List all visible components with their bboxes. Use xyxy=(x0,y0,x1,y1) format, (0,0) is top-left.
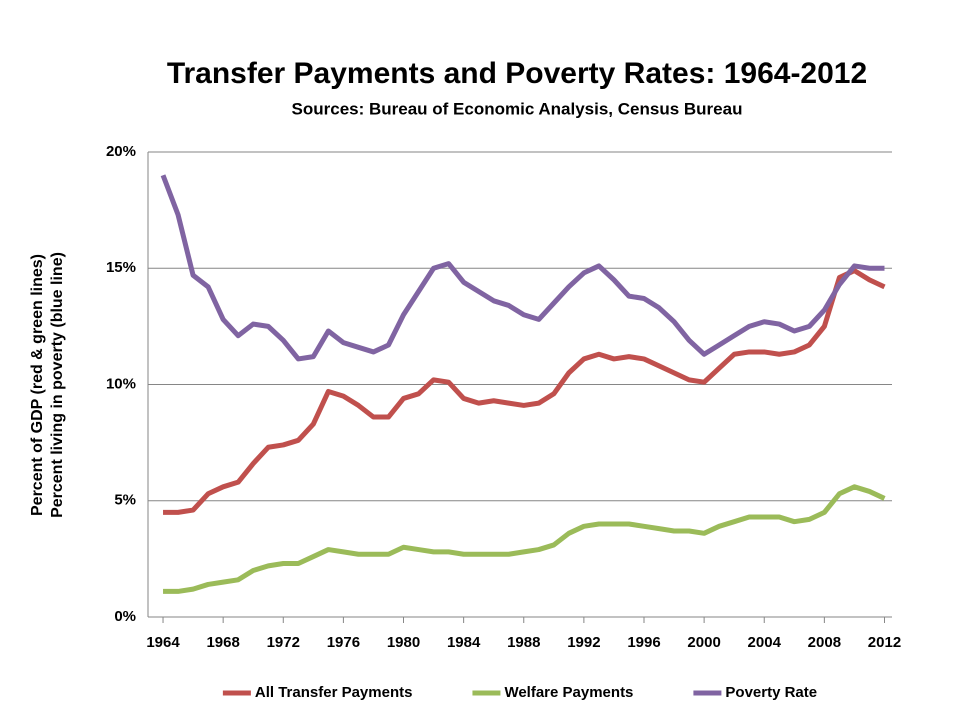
x-tick-label: 1980 xyxy=(387,634,420,651)
series-line xyxy=(163,268,886,515)
series-line xyxy=(163,484,886,594)
x-tick-label: 2004 xyxy=(748,634,782,651)
y-tick-label: 0% xyxy=(114,608,136,625)
x-tick-label: 2000 xyxy=(687,634,720,651)
x-tick-label: 2012 xyxy=(868,634,901,651)
y-axis-label: Percent living in poverty (blue line) xyxy=(49,252,66,518)
legend-label: All Transfer Payments xyxy=(255,684,413,701)
y-tick-label: 5% xyxy=(114,492,136,509)
y-tick-label: 20% xyxy=(106,143,136,160)
x-tick-label: 1984 xyxy=(447,634,481,651)
x-tick-label: 1964 xyxy=(146,634,180,651)
legend-label: Welfare Payments xyxy=(504,684,633,701)
chart-subtitle: Sources: Bureau of Economic Analysis, Ce… xyxy=(292,99,743,118)
x-tick-label: 1972 xyxy=(267,634,300,651)
chart-title: Transfer Payments and Poverty Rates: 196… xyxy=(167,57,867,90)
x-tick-label: 1992 xyxy=(567,634,600,651)
x-tick-label: 1968 xyxy=(206,634,239,651)
legend-label: Poverty Rate xyxy=(725,684,817,701)
y-tick-label: 10% xyxy=(106,375,136,392)
y-tick-label: 15% xyxy=(106,259,136,276)
series-line xyxy=(160,174,885,362)
x-tick-label: 1996 xyxy=(627,634,660,651)
x-tick-label: 2008 xyxy=(808,634,841,651)
y-axis-label: Percent of GDP (red & green lines) xyxy=(29,254,46,516)
x-tick-label: 1976 xyxy=(327,634,360,651)
y-axis-title: Percent of GDP (red & green lines) Perce… xyxy=(29,252,66,518)
x-tick-label: 1988 xyxy=(507,634,540,651)
